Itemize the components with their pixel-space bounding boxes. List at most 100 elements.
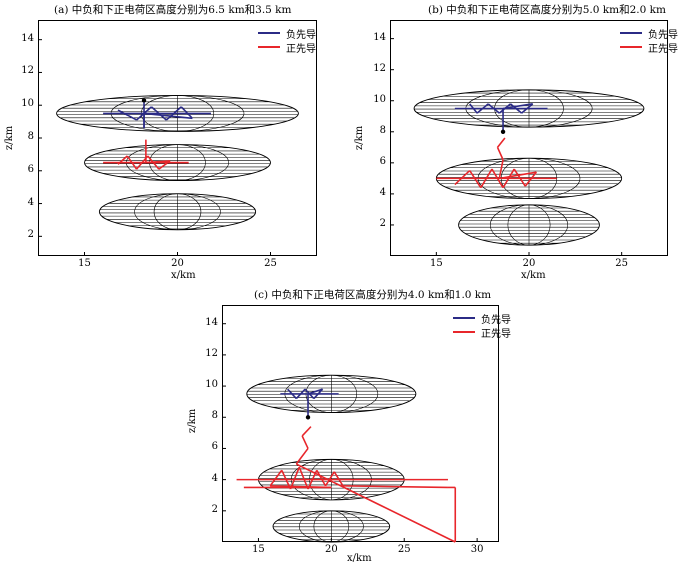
chart-c-xlabel: x/km [347, 553, 372, 564]
charge-region-2 [458, 204, 600, 246]
legend-swatch-negative [453, 317, 475, 319]
leader-segment [269, 469, 283, 487]
leader-segment [158, 160, 171, 170]
leader-segment [301, 426, 312, 437]
legend-positive-leader: 正先导 [258, 40, 316, 55]
charge-region-0 [56, 94, 299, 132]
chart-a: (a) 中负和下正电荷区高度分别为6.5 km和3.5 km z/km x/km… [0, 0, 350, 285]
y-tick-label: 14 [205, 316, 218, 328]
legend-negative-leader: 负先导 [258, 26, 316, 41]
legend-swatch-negative [258, 32, 280, 34]
y-tick-label: 12 [21, 65, 34, 77]
leader-segment [143, 112, 193, 120]
leader-segment [524, 171, 538, 187]
y-tick-label: 4 [211, 472, 218, 484]
chart-a-title: (a) 中负和下正电荷区高度分别为6.5 km和3.5 km [54, 4, 292, 16]
leader-segment [496, 146, 504, 161]
y-tick-label: 2 [379, 217, 386, 229]
x-tick-label: 30 [470, 544, 484, 555]
leader-segment [502, 103, 533, 110]
charge-region-2 [98, 193, 257, 231]
leader-segment [491, 168, 504, 189]
chart-b: (b) 中负和下正电荷区高度分别为5.0 km和2.0 km z/km x/km… [350, 0, 700, 285]
y-tick-label: 6 [27, 163, 34, 175]
y-tick-label: 10 [373, 93, 386, 105]
y-tick-label: 8 [379, 124, 386, 136]
leader-segment [117, 109, 137, 121]
chart-c-legend: 负先导 正先导 [453, 311, 511, 340]
leader-segment [165, 106, 182, 121]
legend-label-positive: 正先导 [481, 328, 511, 340]
charge-region-outline [413, 89, 645, 128]
legend-label-negative: 负先导 [648, 29, 678, 41]
leader-segment [469, 103, 478, 114]
negative-leader-path [103, 100, 211, 129]
chart-b-xlabel: x/km [521, 270, 546, 281]
leader-segment [281, 469, 292, 490]
charge-region-2 [272, 510, 391, 543]
chart-c-title: (c) 中负和下正电荷区高度分别为4.0 km和1.0 km [254, 289, 492, 301]
y-tick-label: 6 [379, 155, 386, 167]
initiation-point [141, 98, 147, 103]
y-tick-label: 4 [379, 186, 386, 198]
legend-swatch-positive [258, 46, 280, 48]
leader-segment [502, 168, 515, 189]
chart-c: (c) 中负和下正电荷区高度分别为4.0 km和1.0 km z/km x/km… [175, 285, 525, 567]
chart-b-title: (b) 中负和下正电荷区高度分别为5.0 km和2.0 km [428, 4, 666, 16]
charge-region-grid [414, 89, 644, 128]
y-tick-label: 14 [21, 32, 34, 44]
y-tick-label: 12 [373, 62, 386, 74]
leader-segment [513, 168, 526, 187]
charge-region-outline [246, 374, 417, 414]
y-tick-label: 12 [205, 347, 218, 359]
leader-segment [298, 466, 309, 490]
y-tick-label: 10 [205, 379, 218, 391]
leader-segment [480, 168, 493, 189]
leader-segment [296, 463, 456, 543]
charge-region-outline [56, 94, 299, 132]
legend-swatch-positive [453, 331, 475, 333]
leader-segment [487, 103, 500, 114]
chart-a-xlabel: x/km [171, 270, 196, 281]
legend-label-negative: 负先导 [286, 29, 316, 41]
chart-b-legend: 负先导 正先导 [620, 26, 678, 55]
x-tick-label: 20 [171, 258, 184, 269]
charge-region-grid [56, 95, 299, 132]
chart-a-legend: 负先导 正先导 [258, 26, 316, 55]
y-tick-label: 8 [27, 131, 34, 142]
leader-segment [145, 160, 171, 164]
y-tick-label: 4 [27, 196, 34, 208]
legend-swatch-positive [620, 46, 642, 48]
leader-segment [117, 155, 128, 165]
y-tick-label: 14 [373, 31, 386, 43]
negative-leader-path [280, 388, 339, 418]
leader-segment [295, 447, 309, 465]
legend-positive-leader: 正先导 [620, 40, 678, 55]
leader-segment [307, 388, 323, 395]
leader-segment [342, 485, 448, 489]
leader-segment [316, 469, 327, 487]
y-tick-label: 6 [211, 441, 218, 453]
leader-segment [476, 103, 489, 114]
y-tick-label: 2 [27, 229, 34, 241]
legend-positive-leader: 正先导 [453, 325, 511, 340]
legend-label-negative: 负先导 [481, 314, 511, 326]
leader-segment [270, 485, 332, 489]
leader-segment [469, 170, 482, 189]
positive-leader-path [103, 139, 189, 170]
positive-leader-path [236, 426, 457, 543]
leader-segment [295, 388, 306, 400]
legend-label-positive: 正先导 [648, 43, 678, 55]
charge-region-grid [273, 510, 390, 543]
leader-segment [301, 435, 309, 449]
leader-segment [333, 471, 344, 487]
legend-swatch-negative [620, 32, 642, 34]
leader-segment [126, 155, 138, 170]
charge-region-outline [458, 204, 600, 246]
negative-leader-path [454, 103, 548, 132]
charge-region-outline [98, 193, 257, 231]
charge-region-outline [84, 144, 271, 182]
charge-region-0 [413, 89, 645, 128]
leader-segment [289, 466, 301, 490]
leader-segment [324, 471, 335, 487]
